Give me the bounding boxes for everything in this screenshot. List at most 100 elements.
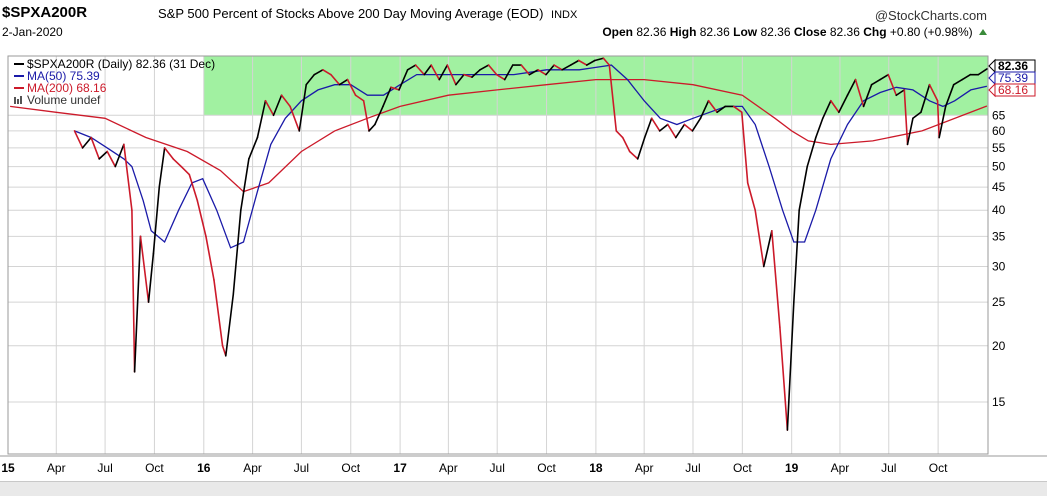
price-segment: [503, 64, 514, 81]
price-segment: [368, 123, 376, 132]
price-segment: [938, 105, 947, 139]
y-tick-label: 30: [992, 259, 1006, 273]
y-tick-label: 35: [992, 229, 1006, 243]
price-segment: [123, 143, 133, 212]
legend-entry: MA(50) 75.39: [27, 69, 100, 83]
price-segment: [740, 111, 749, 184]
price-segment: [854, 78, 865, 108]
x-tick-label: Apr: [635, 461, 654, 475]
x-tick-label: Apr: [439, 461, 458, 475]
legend-entry: Volume undef: [27, 93, 101, 107]
price-segment: [248, 136, 259, 160]
price-segment: [732, 105, 743, 114]
price-segment: [846, 78, 857, 97]
price-segment: [658, 123, 669, 132]
x-tick-label: Jul: [490, 461, 505, 475]
price-segment: [398, 69, 409, 91]
price-segment: [798, 165, 809, 212]
price-segment: [313, 69, 324, 76]
value-label-pointer: [988, 82, 996, 98]
price-segment: [887, 73, 898, 97]
price-segment: [569, 59, 580, 66]
price-segment: [683, 123, 694, 132]
open-value: 82.36: [636, 25, 667, 39]
price-segment: [298, 83, 308, 132]
price-segment: [414, 64, 426, 76]
price-segment: [699, 99, 710, 120]
x-tick-label: 17: [393, 461, 407, 475]
price-segment: [471, 69, 481, 78]
x-tick-label: Apr: [831, 461, 850, 475]
value-label-pointer: [988, 58, 996, 74]
price-segment: [650, 117, 661, 132]
legend-entry: MA(200) 68.16: [27, 81, 107, 95]
x-tick-label: Jul: [97, 461, 112, 475]
price-segment: [196, 199, 207, 238]
price-segment: [280, 94, 291, 108]
price-segment: [73, 130, 84, 149]
x-tick-label: Jul: [294, 461, 309, 475]
bottom-scrollbar[interactable]: [0, 481, 1047, 496]
price-segment: [272, 94, 283, 117]
price-segment: [172, 158, 183, 168]
y-tick-label: 65: [992, 108, 1006, 122]
price-segment: [906, 117, 914, 146]
price-segment: [936, 99, 940, 139]
price-segment: [423, 64, 433, 76]
price-segment: [643, 117, 653, 139]
price-segment: [815, 117, 824, 139]
volume-icon: [20, 96, 22, 104]
price-segment: [264, 99, 275, 117]
price-segment: [139, 235, 150, 303]
price-segment: [406, 64, 417, 71]
price-segment: [232, 209, 242, 296]
volume-icon: [17, 99, 19, 104]
value-label: 75.39: [998, 71, 1028, 85]
price-segment: [106, 150, 117, 168]
high-value: 82.36: [699, 25, 730, 39]
high-label: High: [669, 25, 697, 39]
price-segment: [920, 83, 931, 114]
price-segment: [188, 173, 199, 202]
price-segment: [928, 83, 939, 102]
price-segment: [163, 147, 175, 160]
y-tick-label: 25: [992, 295, 1006, 309]
price-segment: [362, 99, 370, 132]
y-tick-label: 15: [992, 395, 1006, 409]
price-segment: [346, 78, 357, 97]
date-label: 2-Jan-2020: [2, 25, 63, 39]
price-segment: [446, 64, 457, 86]
ma50-line: [74, 64, 988, 249]
plot-frame: [7, 55, 989, 455]
x-tick-label: Jul: [685, 461, 700, 475]
chart-description: S&P 500 Percent of Stocks Above 200 Day …: [158, 6, 544, 21]
price-segment: [821, 99, 832, 120]
price-segment: [81, 136, 92, 149]
price-segment: [977, 68, 988, 76]
x-tick-label: Oct: [341, 461, 360, 475]
price-segment: [528, 69, 539, 76]
price-segment: [545, 64, 555, 76]
brand-label: @StockCharts.com: [874, 8, 987, 23]
x-tick-label: Apr: [243, 461, 262, 475]
price-segment: [147, 253, 155, 303]
value-label-box: [994, 83, 1036, 97]
x-tick-label: 19: [785, 461, 799, 475]
price-segment: [390, 86, 400, 91]
x-tick-label: Jul: [881, 461, 896, 475]
value-label-pointer: [988, 70, 996, 86]
price-segment: [114, 143, 125, 168]
close-label: Close: [793, 25, 827, 39]
price-segment: [870, 78, 881, 86]
x-tick-label: 16: [197, 461, 211, 475]
price-segment: [786, 301, 795, 431]
price-segment: [98, 150, 109, 160]
open-label: Open: [602, 25, 634, 39]
price-segment: [912, 111, 922, 120]
symbol-title: $SPXA200R: [2, 4, 88, 21]
price-segment: [479, 64, 490, 71]
price-chart: 15 20 25 30 35 40 45 50 55 60 65 15 Apr Jul Oct 16 Apr Ju…: [0, 55, 1047, 475]
value-label: 82.36: [998, 59, 1028, 73]
price-segment: [455, 73, 465, 86]
price-segment: [608, 64, 618, 132]
